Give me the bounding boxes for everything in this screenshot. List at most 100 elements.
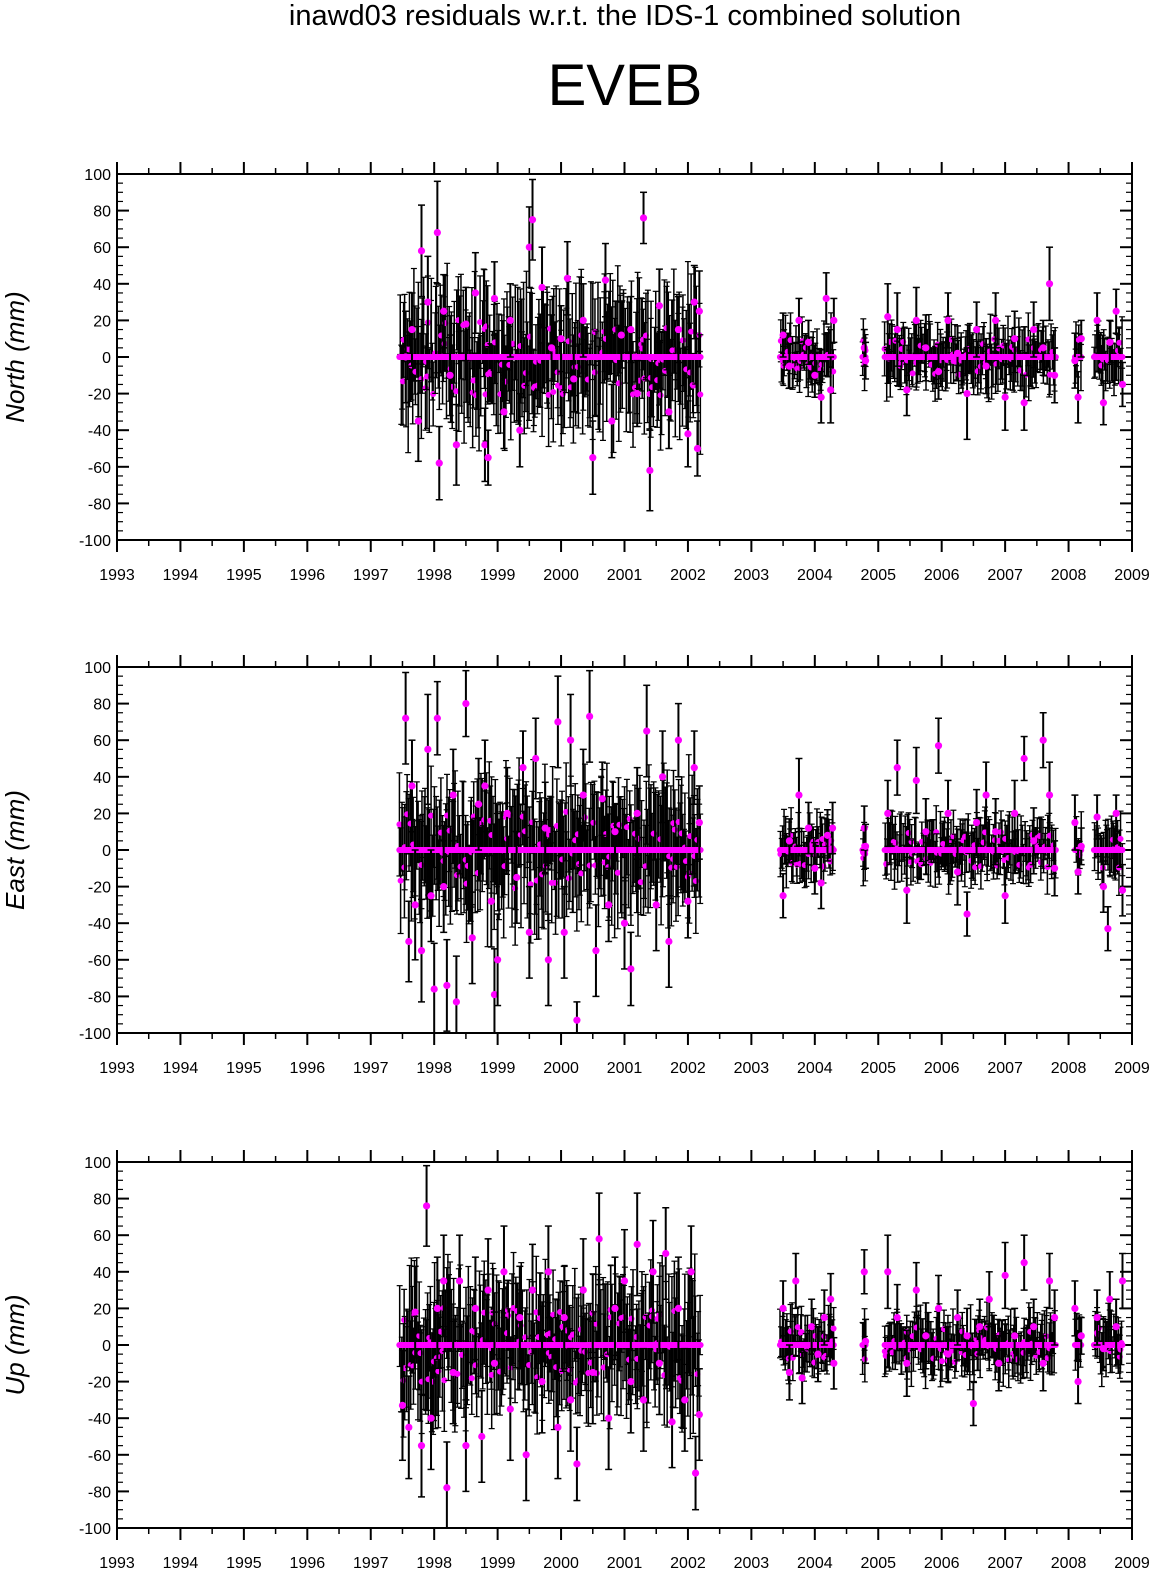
residual-point xyxy=(554,718,562,726)
residual-point xyxy=(819,836,826,843)
residual-point xyxy=(563,274,572,282)
residual-point xyxy=(1011,809,1019,818)
residual-point xyxy=(823,831,832,839)
residual-point xyxy=(1099,399,1108,407)
residual-point xyxy=(532,754,540,763)
residual-point xyxy=(944,809,952,818)
residual-point xyxy=(905,829,912,836)
residual-point xyxy=(1039,344,1047,352)
residual-point xyxy=(693,444,702,453)
y-tick-label: 100 xyxy=(84,1155,111,1172)
residual-point xyxy=(828,824,837,832)
x-tick-label: 2001 xyxy=(607,1060,643,1077)
residual-point xyxy=(982,362,990,370)
y-tick-label: -100 xyxy=(79,1521,111,1538)
y-tick-label: -60 xyxy=(88,1448,111,1465)
x-tick-label: 1995 xyxy=(226,1060,262,1077)
x-tick-label: 2005 xyxy=(860,567,896,584)
x-tick-label: 1997 xyxy=(353,1060,389,1077)
residual-point xyxy=(1020,754,1028,763)
x-tick-label: 2002 xyxy=(670,1555,706,1572)
x-tick-label: 2006 xyxy=(924,567,960,584)
y-tick-label: -80 xyxy=(88,1484,111,1501)
y-tick-label: -20 xyxy=(88,1375,111,1392)
x-tick-label: 1996 xyxy=(290,567,326,584)
residual-point xyxy=(811,864,819,872)
y-tick-label: -40 xyxy=(88,916,111,933)
residual-point xyxy=(579,316,587,324)
residual-point xyxy=(402,714,410,722)
residual-point xyxy=(627,325,635,334)
residual-point xyxy=(860,344,868,352)
x-tick-label: 1994 xyxy=(163,1060,199,1077)
residual-point xyxy=(1074,393,1082,401)
x-tick-label: 2004 xyxy=(797,1060,833,1077)
x-tick-label: 2002 xyxy=(670,567,706,584)
y-tick-label: -80 xyxy=(88,496,111,513)
y-tick-label: 20 xyxy=(93,806,111,823)
residual-point xyxy=(423,373,430,380)
x-tick-label: 1997 xyxy=(353,567,389,584)
residual-point xyxy=(528,216,537,224)
residual-point xyxy=(643,727,651,735)
residual-point xyxy=(785,362,794,370)
residual-point xyxy=(1118,380,1127,389)
residual-point xyxy=(468,934,476,942)
residual-point xyxy=(560,928,568,936)
residual-point xyxy=(1116,339,1123,346)
residual-point xyxy=(1051,864,1059,872)
x-tick-label: 2005 xyxy=(860,1555,896,1572)
residual-point xyxy=(1039,736,1047,744)
residual-point xyxy=(646,466,654,475)
residual-point xyxy=(674,325,683,334)
residual-point xyxy=(433,714,441,722)
x-tick-label: 1998 xyxy=(416,1060,452,1077)
residual-point xyxy=(446,371,454,379)
residual-point xyxy=(934,368,943,376)
residual-point xyxy=(695,818,703,827)
residual-point xyxy=(637,879,644,886)
residual-point xyxy=(462,320,470,328)
x-tick-label: 2006 xyxy=(924,1555,960,1572)
x-tick-label: 2004 xyxy=(797,567,833,584)
residual-point xyxy=(1045,791,1054,799)
residual-point xyxy=(674,736,683,744)
residual-point xyxy=(884,313,892,321)
residual-point xyxy=(684,897,692,905)
residual-point xyxy=(617,331,625,339)
x-tick-label: 1993 xyxy=(99,1060,135,1077)
x-tick-label: 1993 xyxy=(99,1555,135,1572)
residual-point xyxy=(893,764,901,772)
residual-point xyxy=(611,828,619,836)
residual-point xyxy=(441,1377,448,1384)
y-tick-label: 0 xyxy=(102,843,111,860)
y-tick-label: -80 xyxy=(88,989,111,1006)
residual-point xyxy=(578,870,585,877)
residual-point xyxy=(547,344,556,352)
chart-title: inawd03 residuals w.r.t. the IDS-1 combi… xyxy=(288,0,962,32)
x-tick-label: 2000 xyxy=(543,567,579,584)
y-tick-label: 80 xyxy=(93,697,111,714)
y-tick-label: -60 xyxy=(88,460,111,477)
residual-point xyxy=(519,764,527,772)
x-tick-label: 1995 xyxy=(226,567,262,584)
residual-point xyxy=(414,417,422,425)
residual-point xyxy=(608,417,616,425)
residual-point xyxy=(563,808,570,815)
residual-point xyxy=(903,386,911,394)
y-tick-label: -20 xyxy=(88,387,111,404)
residual-point xyxy=(658,773,667,781)
residual-point xyxy=(513,873,521,882)
y-tick-label: 20 xyxy=(93,1301,111,1318)
residual-point xyxy=(428,812,435,819)
residual-point xyxy=(779,892,787,900)
residual-point xyxy=(525,243,533,251)
residual-point xyxy=(1112,307,1120,315)
residual-point xyxy=(494,956,502,964)
panel-north: 1993 1994 1995 1996 1997 1998 1999 2000 2001 2002… xyxy=(0,162,1150,584)
y-tick-label: 100 xyxy=(84,167,111,184)
y-tick-label: 20 xyxy=(93,313,111,330)
residual-point xyxy=(570,375,578,383)
residual-point xyxy=(982,791,990,799)
